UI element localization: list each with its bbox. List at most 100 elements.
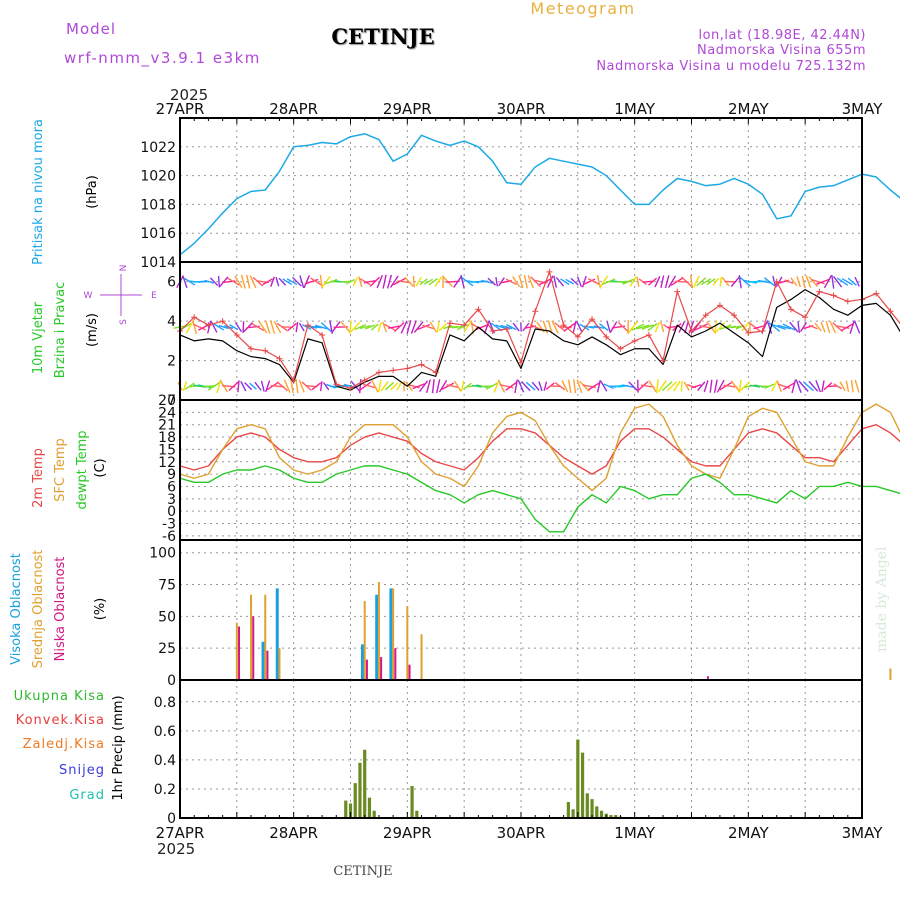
- wind-direction-arrow: [768, 322, 781, 332]
- wind-direction-arrow: [213, 323, 225, 331]
- wind-direction-arrow: [814, 322, 822, 332]
- bottom-date-label: 1MAY: [614, 824, 656, 842]
- wind-direction-arrow: [664, 275, 670, 289]
- wind-direction-arrow: [583, 278, 596, 285]
- clouds-ytick-label: 25: [158, 641, 176, 657]
- wind-direction-arrow: [714, 320, 718, 334]
- wind-direction-arrow: [831, 274, 835, 289]
- wind-direction-arrow: [542, 320, 549, 334]
- temperature-ytick-label: 9: [167, 467, 176, 483]
- wind-direction-arrow: [512, 322, 520, 332]
- cloud-label-mid: Srednja Oblacnost: [31, 550, 46, 669]
- wind-direction-arrow: [588, 382, 601, 391]
- wind-direction-arrow: [512, 276, 521, 288]
- wind-speed-marker: [518, 359, 524, 366]
- cloud-bar-3: [252, 616, 255, 680]
- wind-direction-arrow: [292, 276, 302, 287]
- wind-direction-arrow: [631, 323, 645, 331]
- wind-direction-arrow: [730, 276, 740, 287]
- wind-direction-arrow: [363, 383, 377, 389]
- temp-label-dewpt: dewpt Temp: [75, 430, 90, 509]
- wind-direction-arrow: [234, 275, 243, 289]
- wind-speed-marker: [361, 377, 368, 384]
- wind-direction-arrow: [772, 324, 787, 331]
- wind-direction-arrow: [218, 324, 229, 330]
- wind-direction-arrow: [563, 322, 576, 332]
- wind-direction-arrow: [730, 380, 741, 393]
- wind-direction-arrow: [400, 320, 408, 334]
- precip-bar: [367, 797, 372, 818]
- wind-speed-marker: [816, 288, 823, 295]
- compass-west: W: [84, 291, 93, 301]
- wind-direction-arrow: [340, 280, 351, 283]
- top-date-labels: 27APR 28APR 29APR 30APR 1MAY 2MAY 3MAY: [156, 100, 884, 118]
- wind-direction-arrow: [529, 323, 542, 331]
- wind-direction-arrow: [452, 325, 464, 329]
- wind-direction-arrow: [495, 324, 508, 330]
- top-date-label: 1MAY: [614, 100, 656, 118]
- wind-direction-arrow: [453, 380, 462, 392]
- pressure-ytick-label: 1016: [140, 226, 176, 242]
- precip-bar: [566, 802, 570, 818]
- cloud-bar-3: [266, 650, 269, 680]
- wind-compass: N W E S: [84, 265, 158, 325]
- wind-direction-arrow: [839, 381, 846, 392]
- precip-ytick-label: 0.6: [154, 724, 176, 740]
- wind-direction-arrow: [434, 276, 443, 287]
- cloud-bar-3: [238, 626, 241, 680]
- wind-speed-marker: [248, 345, 255, 352]
- wind-direction-arrow: [771, 380, 778, 392]
- wind-speed-marker: [461, 322, 468, 329]
- wind-direction-arrow: [706, 321, 716, 333]
- wind-direction-arrow: [823, 382, 833, 391]
- wind-direction-arrow: [369, 276, 381, 287]
- wind-direction-arrow: [799, 322, 808, 333]
- wind-direction-arrow: [841, 278, 853, 286]
- cloud-ylabel: (%): [93, 598, 108, 621]
- wind-speed-marker: [418, 361, 425, 368]
- wind-direction-arrow: [260, 380, 265, 392]
- wind-direction-arrow: [358, 276, 363, 288]
- wind-direction-arrow: [617, 321, 629, 333]
- wind-direction-arrow: [700, 278, 712, 286]
- wind-direction-arrow: [244, 382, 253, 391]
- wind-direction-arrow: [738, 275, 742, 289]
- wind-direction-arrow: [789, 321, 799, 333]
- wind-direction-arrow: [850, 380, 854, 393]
- meteogram-subtitle: Meteogram: [530, 0, 635, 18]
- wind-direction-arrow: [801, 275, 806, 288]
- wind-direction-arrow: [371, 380, 379, 393]
- wind-direction-arrow: [460, 274, 465, 289]
- wind-speed-marker: [574, 333, 581, 340]
- wind-direction-arrow: [573, 379, 577, 394]
- wind-direction-arrow: [832, 321, 844, 333]
- pressure-ytick-label: 1022: [140, 140, 176, 156]
- wind-direction-arrow: [642, 280, 653, 283]
- temperature-ytick-label: -6: [162, 529, 176, 545]
- wind-direction-arrow: [505, 381, 518, 391]
- wind-direction-arrow: [278, 277, 287, 286]
- precip-bar: [576, 739, 580, 818]
- wind-direction-arrow: [555, 276, 565, 287]
- temp-label-2m: 2m Temp: [31, 448, 46, 508]
- wind-direction-arrow: [298, 379, 305, 393]
- top-date-label: 3MAY: [842, 100, 884, 118]
- wind-direction-arrow: [599, 323, 609, 331]
- wind-direction-arrow: [377, 322, 382, 332]
- precip-bar: [358, 762, 362, 818]
- wind-direction-arrow: [784, 279, 794, 285]
- cloud-label-low: Niska Oblacnost: [53, 557, 68, 662]
- wind-direction-arrow: [359, 379, 362, 394]
- wind-direction-arrow: [301, 324, 312, 331]
- wind-direction-arrow: [472, 384, 483, 388]
- wind-speed-marker: [191, 314, 198, 321]
- wind-direction-arrow: [678, 321, 686, 333]
- precip-ytick-label: 0: [167, 811, 176, 827]
- wind-speed-marker: [347, 385, 354, 392]
- wind-direction-arrow: [777, 383, 791, 389]
- wind-direction-arrow: [796, 276, 801, 288]
- top-date-label: 28APR: [269, 100, 318, 118]
- wind-speed-marker: [390, 367, 397, 374]
- wind-direction-arrow: [655, 379, 659, 394]
